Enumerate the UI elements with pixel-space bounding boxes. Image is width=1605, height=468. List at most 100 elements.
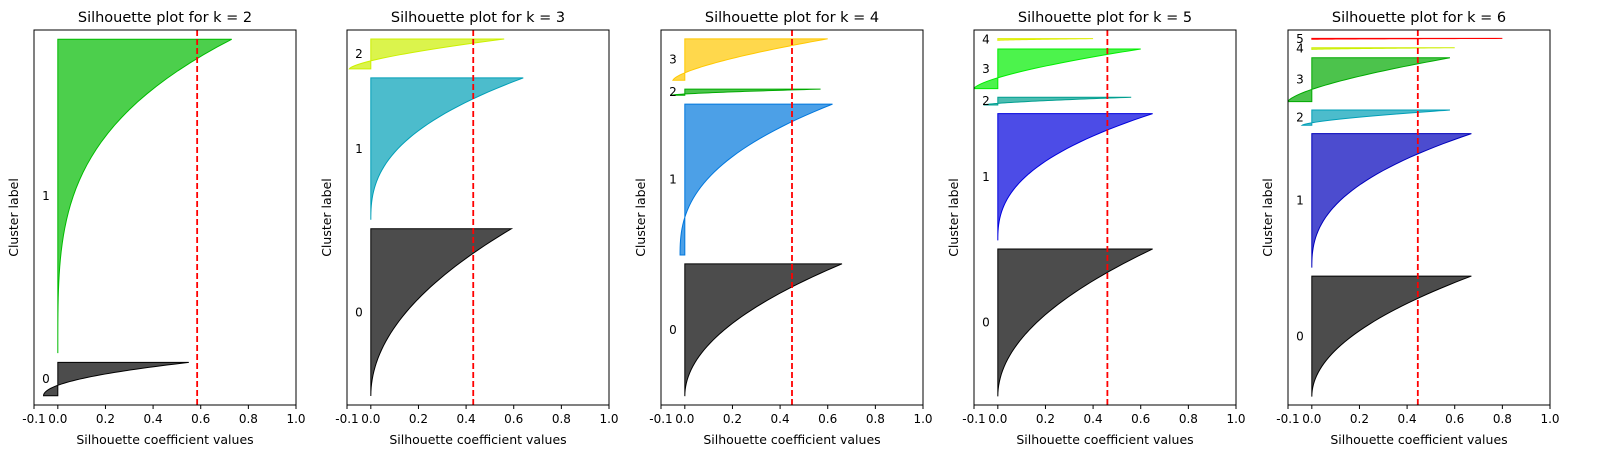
x-tick-label: -0.1: [649, 412, 672, 426]
cluster-label-1: 1: [982, 170, 990, 184]
x-tick-label: 0.0: [48, 412, 67, 426]
cluster-label-1: 1: [355, 142, 363, 156]
x-tick-label: 0.4: [771, 412, 790, 426]
x-tick-label: 0.6: [1445, 412, 1464, 426]
x-tick-label: 0.8: [1179, 412, 1198, 426]
cluster-label-2: 2: [669, 85, 677, 99]
cluster-label-1: 1: [669, 173, 677, 187]
cluster-1-silhouette: [57, 38, 232, 354]
cluster-label-0: 0: [1296, 329, 1304, 343]
cluster-label-4: 4: [982, 32, 990, 46]
y-axis-label: Cluster label: [6, 178, 21, 257]
chart-title: Silhouette plot for k = 6: [1332, 10, 1506, 26]
cluster-0-silhouette: [370, 228, 514, 396]
cluster-label-3: 3: [669, 53, 677, 67]
x-tick-label: 0.6: [191, 412, 210, 426]
cluster-label-4: 4: [1296, 42, 1304, 56]
y-axis-label: Cluster label: [633, 178, 648, 257]
silhouette-panel-2: 0 1 -0.1 0.0 0.2 0.4 0.6 0.8 1.0 Silhouette plot …: [6, 10, 306, 447]
x-tick-label: 0.8: [866, 412, 885, 426]
cluster-label-2: 2: [355, 47, 363, 61]
y-axis-label: Cluster label: [946, 178, 961, 257]
x-tick-label: 0.2: [96, 412, 115, 426]
chart-title: Silhouette plot for k = 4: [705, 10, 879, 26]
x-tick-label: -0.1: [335, 412, 358, 426]
axes-frame: [660, 29, 924, 406]
cluster-5-silhouette: [1311, 37, 1503, 40]
x-axis-label: Silhouette coefficient values: [1016, 432, 1193, 447]
cluster-4-silhouette: [1311, 47, 1455, 50]
x-tick-label: 0.2: [723, 412, 742, 426]
cluster-2-silhouette: [348, 38, 505, 70]
x-tick-label: 0.8: [552, 412, 571, 426]
axes-frame: [973, 29, 1237, 406]
cluster-0-silhouette: [42, 361, 189, 397]
cluster-4-silhouette: [997, 38, 1094, 41]
x-tick-label: 0.4: [457, 412, 476, 426]
x-tick-label: 1.0: [1540, 412, 1559, 426]
cluster-label-0: 0: [355, 305, 363, 319]
x-tick-label: -0.1: [962, 412, 985, 426]
x-tick-label: 0.4: [144, 412, 163, 426]
silhouette-panel-3: 0 1 2 -0.1 0.0 0.2 0.4 0.6 0.8 1.0 Silhouette plot…: [319, 10, 619, 447]
x-axis-label: Silhouette coefficient values: [76, 432, 253, 447]
cluster-label-0: 0: [669, 323, 677, 337]
cluster-3-silhouette: [672, 38, 828, 81]
cluster-label-3: 3: [1296, 73, 1304, 87]
x-tick-label: 1.0: [599, 412, 618, 426]
x-axis-label: Silhouette coefficient values: [703, 432, 880, 447]
cluster-label-5: 5: [1296, 32, 1304, 46]
x-tick-label: 0.0: [361, 412, 380, 426]
x-tick-label: 0.0: [1302, 412, 1321, 426]
cluster-1-silhouette: [679, 103, 833, 256]
chart-title: Silhouette plot for k = 5: [1018, 10, 1192, 26]
cluster-0-silhouette: [997, 248, 1153, 397]
cluster-1-silhouette: [370, 77, 524, 220]
x-tick-label: 0.2: [1350, 412, 1369, 426]
cluster-1-silhouette: [997, 113, 1153, 241]
cluster-label-0: 0: [42, 372, 50, 386]
cluster-label-1: 1: [42, 189, 50, 203]
cluster-label-1: 1: [1296, 194, 1304, 208]
silhouette-panel-6: 0 1 2 3 45 -0.1 0.0 0.2 0.4 0.6 0.8 1.0 Silhouette p…: [1260, 10, 1560, 447]
x-tick-label: -0.1: [1276, 412, 1299, 426]
x-tick-label: 0.4: [1398, 412, 1417, 426]
cluster-2-silhouette: [1300, 109, 1450, 126]
x-tick-label: -0.1: [22, 412, 45, 426]
cluster-0-silhouette: [684, 263, 843, 397]
axes-frame: [33, 29, 297, 406]
x-tick-label: 1.0: [1226, 412, 1245, 426]
x-axis-label: Silhouette coefficient values: [1330, 432, 1507, 447]
chart-title: Silhouette plot for k = 2: [78, 10, 252, 26]
cluster-0-silhouette: [1311, 275, 1472, 397]
axes-frame: [1287, 29, 1551, 406]
cluster-label-0: 0: [982, 316, 990, 330]
x-tick-label: 0.8: [1493, 412, 1512, 426]
chart-title: Silhouette plot for k = 3: [391, 10, 565, 26]
x-tick-label: 0.2: [1036, 412, 1055, 426]
cluster-label-2: 2: [1296, 111, 1304, 125]
axes-frame: [346, 29, 610, 406]
cluster-2-silhouette: [670, 88, 821, 96]
x-tick-label: 0.6: [504, 412, 523, 426]
silhouette-panel-4: 0 1 2 3 -0.1 0.0 0.2 0.4 0.6 0.8 1.0 Silhouette plo…: [633, 10, 933, 447]
x-tick-label: 0.4: [1084, 412, 1103, 426]
cluster-1-silhouette: [1311, 133, 1472, 268]
x-tick-label: 0.0: [675, 412, 694, 426]
y-axis-label: Cluster label: [1260, 178, 1275, 257]
x-tick-label: 0.2: [409, 412, 428, 426]
x-axis-label: Silhouette coefficient values: [389, 432, 566, 447]
x-tick-label: 0.6: [1131, 412, 1150, 426]
x-tick-label: 0.6: [818, 412, 837, 426]
cluster-3-silhouette: [974, 48, 1141, 90]
cluster-2-silhouette: [983, 96, 1132, 106]
x-tick-label: 0.0: [988, 412, 1007, 426]
cluster-label-3: 3: [982, 62, 990, 76]
silhouette-panel-5: 0 1 2 3 4 -0.1 0.0 0.2 0.4 0.6 0.8 1.0 Silhouette pl…: [946, 10, 1246, 447]
x-tick-label: 1.0: [286, 412, 305, 426]
y-axis-label: Cluster label: [319, 178, 334, 257]
x-tick-label: 0.8: [239, 412, 258, 426]
cluster-3-silhouette: [1288, 57, 1451, 103]
cluster-label-2: 2: [982, 94, 990, 108]
